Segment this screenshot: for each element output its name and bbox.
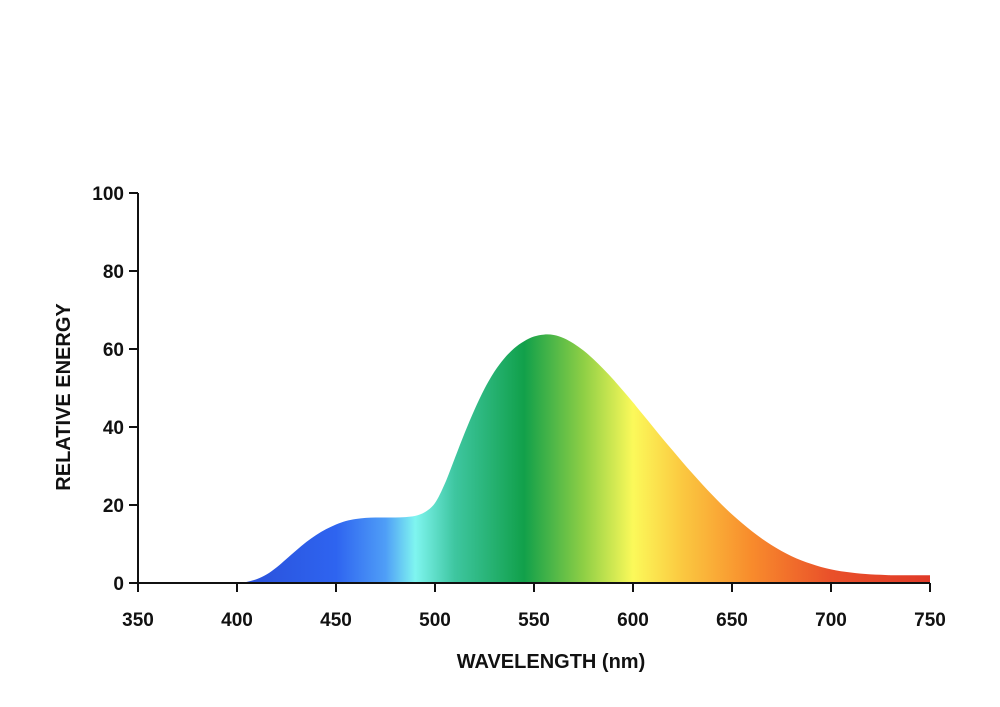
- x-tick-label: 600: [617, 610, 649, 631]
- plot-area: [138, 334, 930, 584]
- x-tick-label: 750: [914, 610, 946, 631]
- y-axis-title: RELATIVE ENERGY: [53, 303, 75, 491]
- y-tick-label: 80: [103, 262, 124, 283]
- y-tick-label: 100: [92, 184, 124, 205]
- x-tick-label: 500: [419, 610, 451, 631]
- y-tick-label: 40: [103, 418, 124, 439]
- y-tick-label: 0: [113, 574, 124, 595]
- y-axis-ticks: 0 20 40 60 80 100: [92, 184, 138, 595]
- y-tick-label: 60: [103, 340, 124, 361]
- x-axis-ticks: 350 400 450 500 550 600 650 700 750: [122, 583, 946, 631]
- x-tick-label: 400: [221, 610, 253, 631]
- x-axis-title: WAVELENGTH (nm): [457, 651, 646, 673]
- x-tick-label: 650: [716, 610, 748, 631]
- x-tick-label: 550: [518, 610, 550, 631]
- x-tick-label: 450: [320, 610, 352, 631]
- spectrum-area: [237, 334, 930, 583]
- y-tick-label: 20: [103, 496, 124, 517]
- x-tick-label: 350: [122, 610, 154, 631]
- x-tick-label: 700: [815, 610, 847, 631]
